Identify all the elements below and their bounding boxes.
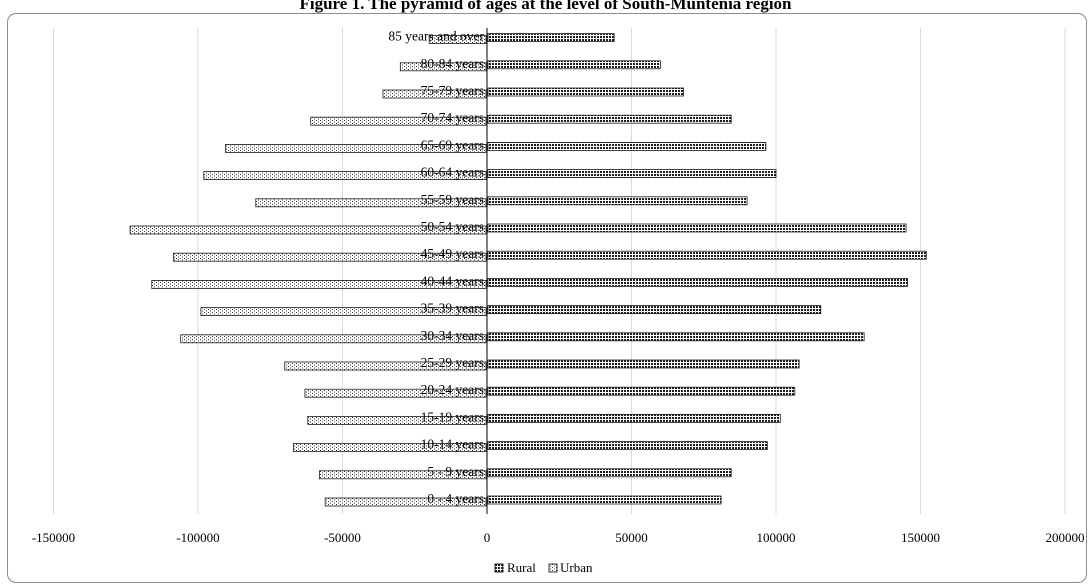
legend-label-rural: Rural — [507, 560, 536, 575]
bar-rural — [487, 386, 796, 396]
bar-rural — [487, 305, 822, 315]
category-label: 35-39 years — [421, 301, 484, 316]
bar-urban — [180, 334, 487, 344]
bar-urban — [284, 361, 487, 371]
legend-swatch-rural — [494, 563, 504, 573]
category-label: 0 - 4 years — [427, 491, 484, 506]
bar-rural — [487, 332, 865, 342]
bar-rural — [487, 196, 748, 206]
bar-rural — [487, 60, 661, 70]
bar-urban — [382, 89, 487, 99]
bar-urban — [304, 388, 487, 398]
bar-rural — [487, 87, 684, 97]
chart-frame — [7, 13, 1087, 583]
legend-swatch-urban — [548, 563, 558, 573]
bar-rural — [487, 250, 927, 260]
x-tick-label: 0 — [484, 530, 491, 545]
bar-urban — [255, 198, 487, 208]
chart-title: Figure 1. The pyramid of ages at the lev… — [299, 0, 792, 13]
bar-urban — [225, 143, 487, 153]
category-label: 25-29 years — [421, 355, 484, 370]
bar-urban — [203, 171, 487, 181]
bar-rural — [487, 169, 777, 179]
category-label: 85 years and over — [388, 29, 484, 44]
x-tick-label: -50000 — [324, 530, 361, 545]
bar-rural — [487, 277, 908, 287]
bar-rural — [487, 468, 732, 478]
bar-rural — [487, 33, 615, 42]
category-label: 50-54 years — [421, 219, 484, 234]
bar-rural — [487, 413, 781, 423]
x-tick-label: 150000 — [901, 530, 940, 545]
bar-urban — [151, 279, 487, 289]
bar-urban — [318, 470, 487, 480]
legend-label-urban: Urban — [560, 560, 593, 575]
bar-urban — [428, 35, 487, 44]
bar-urban — [307, 415, 487, 425]
category-label: 45-49 years — [421, 246, 484, 261]
category-label: 70-74 years — [421, 110, 484, 125]
category-label: 80-84 years — [421, 56, 484, 71]
bar-rural — [487, 114, 732, 124]
category-label: 30-34 years — [421, 328, 484, 343]
category-label: 75-79 years — [421, 83, 484, 98]
x-tick-label: -100000 — [176, 530, 219, 545]
bar-rural — [487, 141, 767, 151]
bar-rural — [487, 495, 722, 505]
x-tick-label: 200000 — [1046, 530, 1085, 545]
x-tick-label: 100000 — [757, 530, 796, 545]
bar-rural — [487, 441, 768, 451]
bar-urban — [200, 307, 487, 317]
bar-urban — [292, 443, 487, 453]
category-label: 65-69 years — [421, 137, 484, 152]
category-label: 15-19 years — [421, 409, 484, 424]
bar-rural — [487, 359, 800, 369]
bar-urban — [310, 116, 487, 126]
category-label: 55-59 years — [421, 192, 484, 207]
category-label: 60-64 years — [421, 165, 484, 180]
bar-urban — [399, 62, 487, 72]
category-label: 10-14 years — [421, 437, 484, 452]
x-tick-label: 50000 — [615, 530, 648, 545]
category-label: 40-44 years — [421, 273, 484, 288]
category-label: 5 - 9 years — [427, 464, 484, 479]
bar-urban — [173, 252, 487, 262]
bar-urban — [324, 497, 487, 507]
category-label: 20-24 years — [421, 382, 484, 397]
x-tick-label: -150000 — [32, 530, 75, 545]
bar-urban — [129, 225, 487, 235]
bar-rural — [487, 223, 907, 233]
